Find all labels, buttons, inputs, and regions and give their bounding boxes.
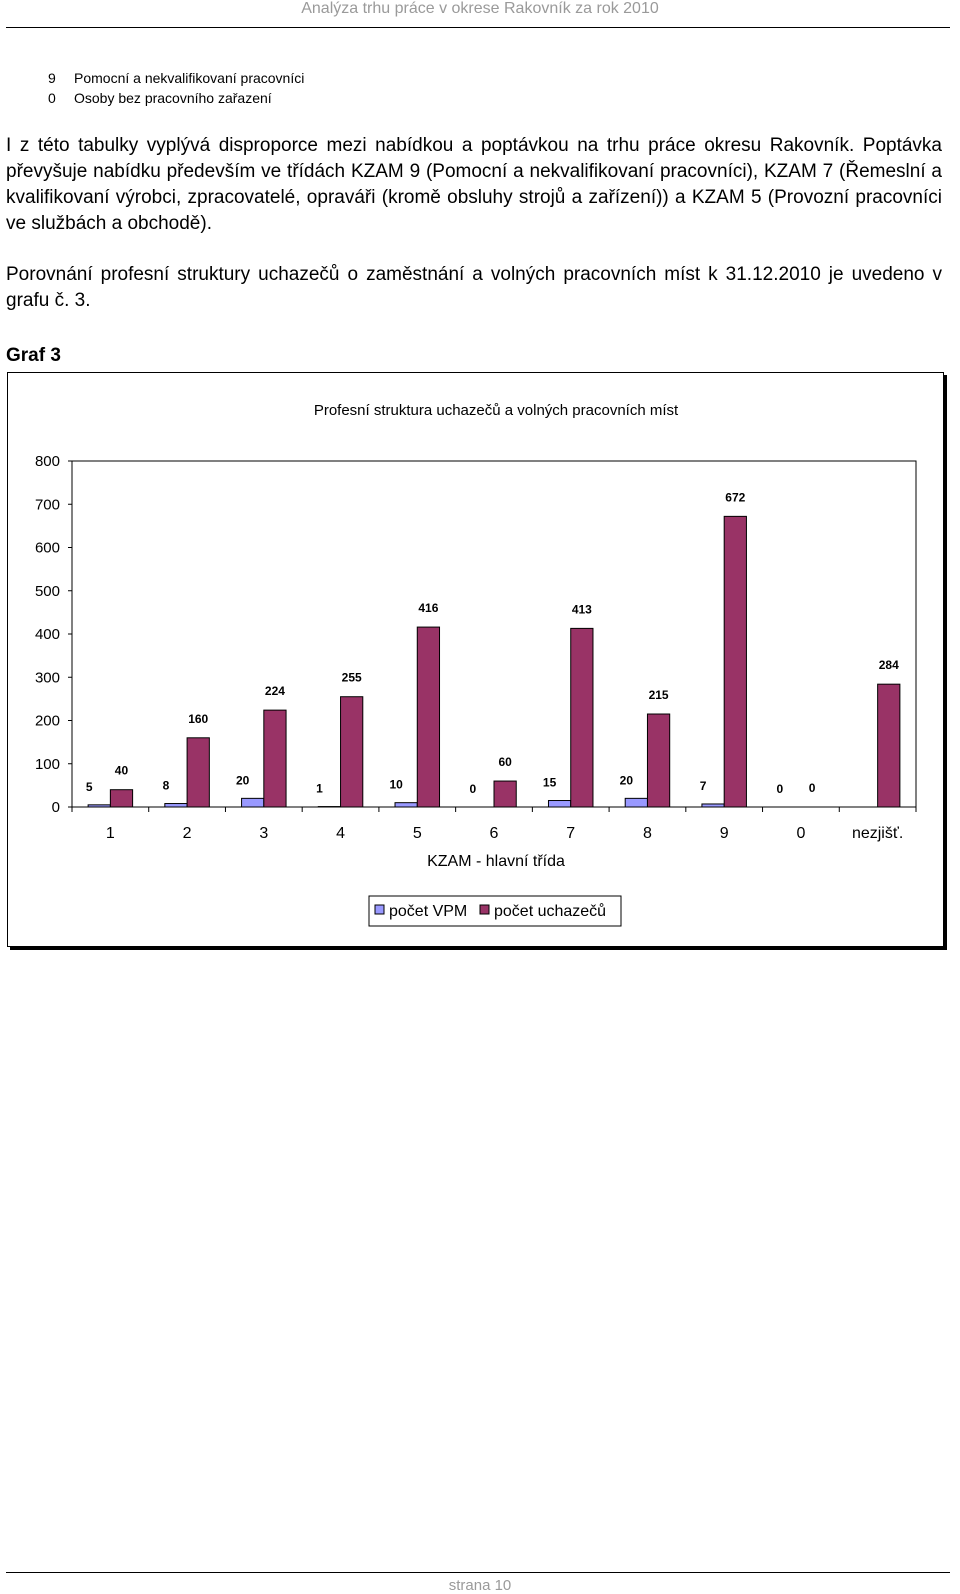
legend-label: počet VPM [389,903,467,920]
data-label: 215 [649,688,669,702]
bar-vpm [702,804,724,807]
data-label: 255 [342,671,362,685]
data-label: 0 [776,782,783,796]
bar-uchazeci [110,790,132,807]
data-label: 60 [498,755,512,769]
page-number: strana 10 [0,1577,960,1594]
y-tick-label: 500 [35,583,60,600]
data-label: 15 [543,776,557,790]
bar-vpm [88,805,110,807]
x-tick-label: 3 [259,825,268,842]
y-tick-label: 200 [35,713,60,730]
data-label: 284 [879,658,899,672]
y-tick-label: 600 [35,540,60,557]
data-label: 0 [809,781,816,795]
data-label: 7 [700,779,707,793]
bar-uchazeci [494,781,516,807]
y-tick-label: 0 [52,799,60,816]
data-label: 160 [188,712,208,726]
y-tick-label: 300 [35,669,60,686]
bar-uchazeci [571,628,593,807]
bar-vpm [242,798,264,807]
data-label: 224 [265,684,285,698]
x-tick-label: 0 [796,825,805,842]
x-tick-label: nezjišť. [852,825,903,842]
bar-vpm [395,803,417,807]
data-label: 672 [725,490,745,504]
x-tick-label: 8 [643,825,652,842]
data-label: 8 [163,779,170,793]
y-tick-label: 700 [35,496,60,513]
data-label: 5 [86,780,93,794]
x-axis-label: KZAM - hlavní třída [427,853,565,870]
x-tick-label: 5 [413,825,422,842]
footer-divider [6,1572,950,1573]
bar-vpm [625,798,647,807]
data-label: 0 [470,782,477,796]
bar-vpm [548,801,570,807]
x-tick-label: 1 [106,825,115,842]
bar-uchazeci [878,684,900,807]
legend-label: počet uchazečů [494,902,606,920]
bar-vpm [165,804,187,807]
data-label: 20 [236,773,250,787]
y-tick-label: 100 [35,756,60,773]
legend-swatch [375,905,384,914]
bar-uchazeci [187,738,209,807]
x-tick-label: 6 [490,825,499,842]
y-tick-label: 800 [35,453,60,470]
bar-uchazeci [724,516,746,807]
chart-title: Profesní struktura uchazečů a volných pr… [314,402,679,419]
x-tick-label: 9 [720,825,729,842]
bar-uchazeci [417,627,439,807]
x-tick-label: 7 [566,825,575,842]
bar-chart: Profesní struktura uchazečů a volných pr… [0,0,960,960]
y-tick-label: 400 [35,626,60,643]
bar-uchazeci [341,697,363,807]
data-label: 10 [389,778,403,792]
x-tick-label: 2 [183,825,192,842]
legend-swatch [480,905,489,914]
data-label: 413 [572,602,592,616]
x-tick-label: 4 [336,825,345,842]
bar-uchazeci [647,714,669,807]
data-label: 40 [115,764,129,778]
data-label: 416 [418,601,438,615]
bar-uchazeci [264,710,286,807]
data-label: 20 [620,773,634,787]
data-label: 1 [316,782,323,796]
